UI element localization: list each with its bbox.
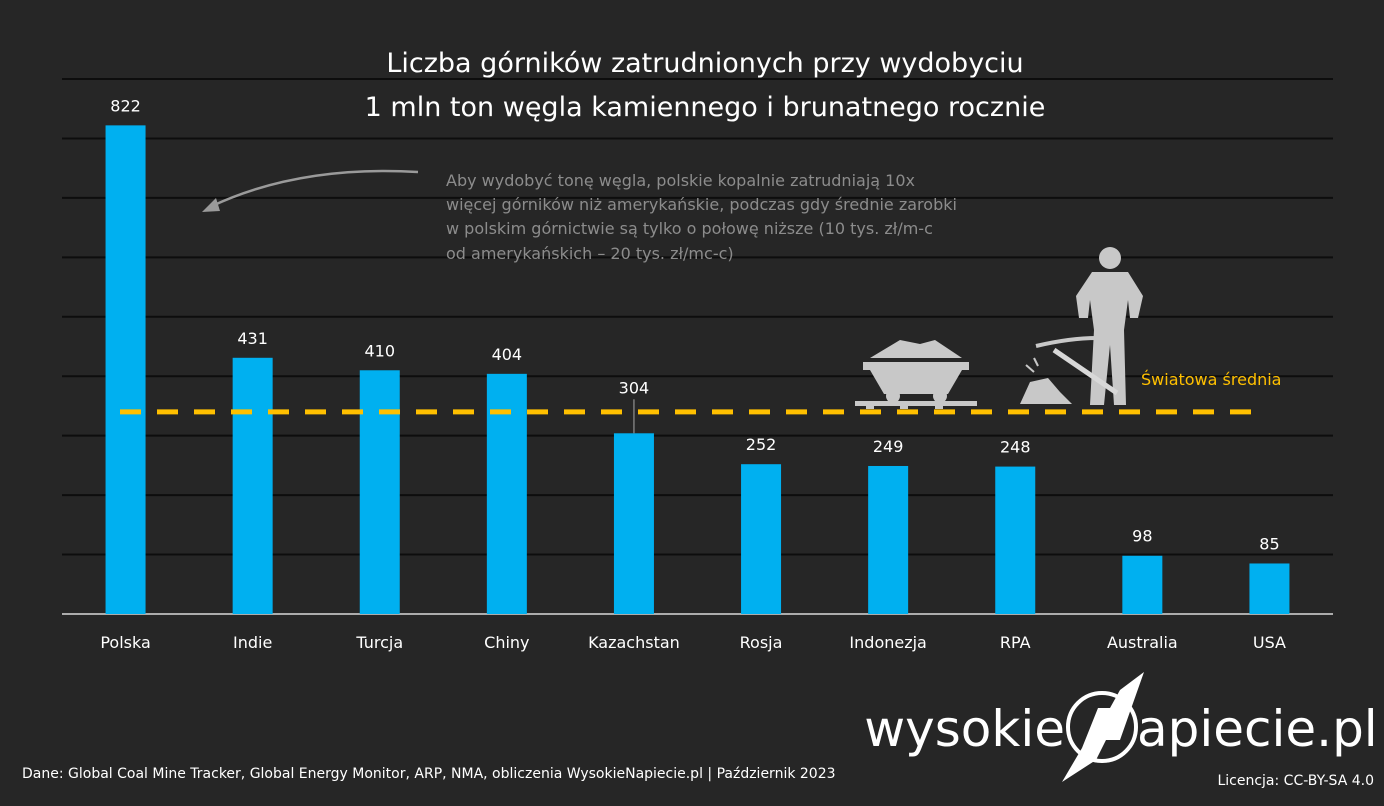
annotation-line-3: w polskim górnictwie są tylko o połowę n… [446, 219, 933, 238]
logo: wysokie apiecie.pl [864, 672, 1378, 782]
annotation: Aby wydobyć tonę węgla, polskie kopalnie… [202, 169, 957, 263]
mine-cart-icon [855, 340, 977, 409]
chart-title-line-2: 1 mln ton węgla kamiennego i brunatnego … [365, 92, 1046, 123]
data-label: 822 [110, 96, 141, 115]
x-tick-label: Indonezja [849, 633, 926, 652]
bar-kazachstan [613, 433, 654, 614]
x-tick-label: Rosja [740, 633, 783, 652]
bar-indie [232, 357, 273, 614]
data-label: 248 [1000, 438, 1031, 457]
license-note: Licencja: CC-BY-SA 4.0 [1217, 773, 1374, 789]
bar-rpa [995, 466, 1036, 614]
bars: 822 Polska 431 Indie 410 Turcja 404 Chiny 304 Kaz… [100, 96, 1290, 652]
bar-australia [1122, 555, 1163, 614]
x-tick-label: Turcja [355, 633, 403, 652]
x-tick-label: Australia [1107, 633, 1178, 652]
data-label: 98 [1132, 527, 1152, 546]
data-label: 85 [1259, 534, 1279, 553]
logo-text-right: apiecie.pl [1137, 700, 1378, 758]
x-tick-label: USA [1253, 633, 1286, 652]
data-label: 410 [364, 341, 395, 360]
lightning-n-icon [1062, 672, 1144, 782]
bar-polska [105, 125, 146, 614]
logo-text-left: wysokie [864, 700, 1065, 758]
bar-indonezja [868, 465, 909, 614]
curved-arrow-icon [202, 169, 419, 212]
data-label: 304 [619, 378, 650, 397]
data-label: 431 [237, 329, 268, 348]
x-tick-label: RPA [1000, 633, 1031, 652]
x-tick-label: Kazachstan [588, 633, 680, 652]
data-label: 252 [746, 435, 777, 454]
world-average-label: Światowa średnia [1141, 370, 1281, 389]
miner-with-pickaxe-icon [1020, 247, 1143, 405]
bar-usa [1249, 563, 1290, 614]
annotation-line-2: więcej górników niż amerykańskie, podcza… [446, 195, 957, 214]
chart-title-line-1: Liczba górników zatrudnionych przy wydob… [386, 48, 1023, 79]
bar-rosja [741, 464, 782, 614]
x-tick-label: Indie [233, 633, 272, 652]
source-note: Dane: Global Coal Mine Tracker, Global E… [22, 766, 836, 782]
x-tick-label: Chiny [484, 633, 529, 652]
x-tick-label: Polska [100, 633, 150, 652]
data-label: 404 [492, 345, 523, 364]
gridlines [62, 78, 1333, 615]
annotation-line-1: Aby wydobyć tonę węgla, polskie kopalnie… [446, 171, 915, 190]
data-label: 249 [873, 437, 904, 456]
annotation-line-4: od amerykańskich – 20 tys. zł/mc-c) [446, 244, 734, 263]
bar-turcja [359, 370, 400, 614]
